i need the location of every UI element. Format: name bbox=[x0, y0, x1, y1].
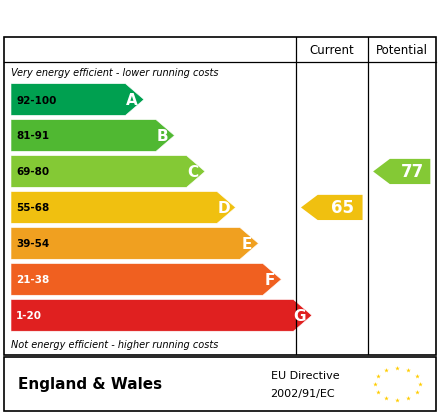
Polygon shape bbox=[11, 156, 205, 188]
Text: F: F bbox=[264, 272, 275, 287]
Polygon shape bbox=[373, 159, 430, 185]
Text: Potential: Potential bbox=[376, 44, 428, 57]
Text: D: D bbox=[217, 200, 230, 216]
Text: G: G bbox=[293, 308, 306, 323]
Polygon shape bbox=[11, 120, 174, 152]
Text: 69-80: 69-80 bbox=[16, 167, 49, 177]
Polygon shape bbox=[11, 300, 312, 331]
Text: Current: Current bbox=[309, 44, 354, 57]
Text: EU Directive: EU Directive bbox=[271, 370, 339, 380]
Polygon shape bbox=[11, 264, 281, 296]
Text: A: A bbox=[126, 93, 138, 108]
Polygon shape bbox=[301, 195, 363, 221]
Text: 1-20: 1-20 bbox=[16, 311, 42, 320]
Text: 39-54: 39-54 bbox=[16, 239, 50, 249]
Text: 55-68: 55-68 bbox=[16, 203, 50, 213]
Text: C: C bbox=[187, 164, 198, 180]
Polygon shape bbox=[11, 192, 235, 224]
Text: 81-91: 81-91 bbox=[16, 131, 49, 141]
Text: Not energy efficient - higher running costs: Not energy efficient - higher running co… bbox=[11, 339, 218, 349]
Text: 92-100: 92-100 bbox=[16, 95, 57, 105]
Polygon shape bbox=[11, 85, 144, 116]
Text: B: B bbox=[157, 129, 169, 144]
Polygon shape bbox=[11, 228, 258, 260]
Text: 2002/91/EC: 2002/91/EC bbox=[271, 388, 335, 398]
Text: Very energy efficient - lower running costs: Very energy efficient - lower running co… bbox=[11, 67, 219, 78]
Text: E: E bbox=[241, 236, 252, 252]
Text: 65: 65 bbox=[331, 199, 354, 217]
Text: England & Wales: England & Wales bbox=[18, 377, 162, 392]
Text: 77: 77 bbox=[401, 163, 424, 181]
Text: 21-38: 21-38 bbox=[16, 275, 50, 285]
Text: Energy Efficiency Rating: Energy Efficiency Rating bbox=[13, 9, 320, 29]
